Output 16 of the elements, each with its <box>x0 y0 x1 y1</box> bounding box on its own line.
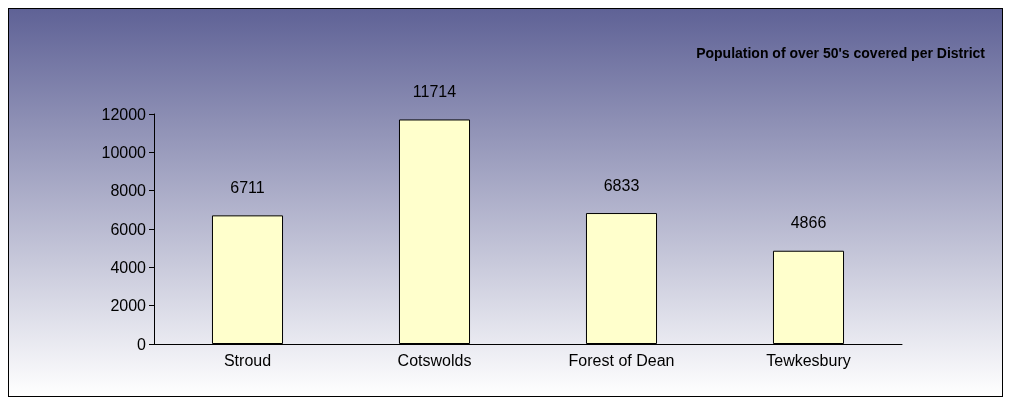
chart-title: Population of over 50's covered per District <box>696 45 986 61</box>
y-tick-label: 10000 <box>101 143 147 161</box>
data-label: 11714 <box>412 82 457 100</box>
y-tick-label: 8000 <box>110 182 147 200</box>
x-tick-label: Tewkesbury <box>766 351 851 369</box>
y-tick-label: 2000 <box>110 297 147 315</box>
y-tick-label: 0 <box>137 335 147 353</box>
data-label: 4866 <box>790 214 827 232</box>
x-tick-label: Stroud <box>223 351 272 369</box>
data-label: 6833 <box>603 176 640 194</box>
y-tick-label: 6000 <box>110 220 147 238</box>
x-tick-label: Forest of Dean <box>568 351 675 369</box>
y-tick-label: 12000 <box>101 105 147 123</box>
x-tick-label: Cotswolds <box>397 351 472 369</box>
data-label: 6711 <box>230 178 265 196</box>
y-tick-label: 4000 <box>110 258 147 276</box>
